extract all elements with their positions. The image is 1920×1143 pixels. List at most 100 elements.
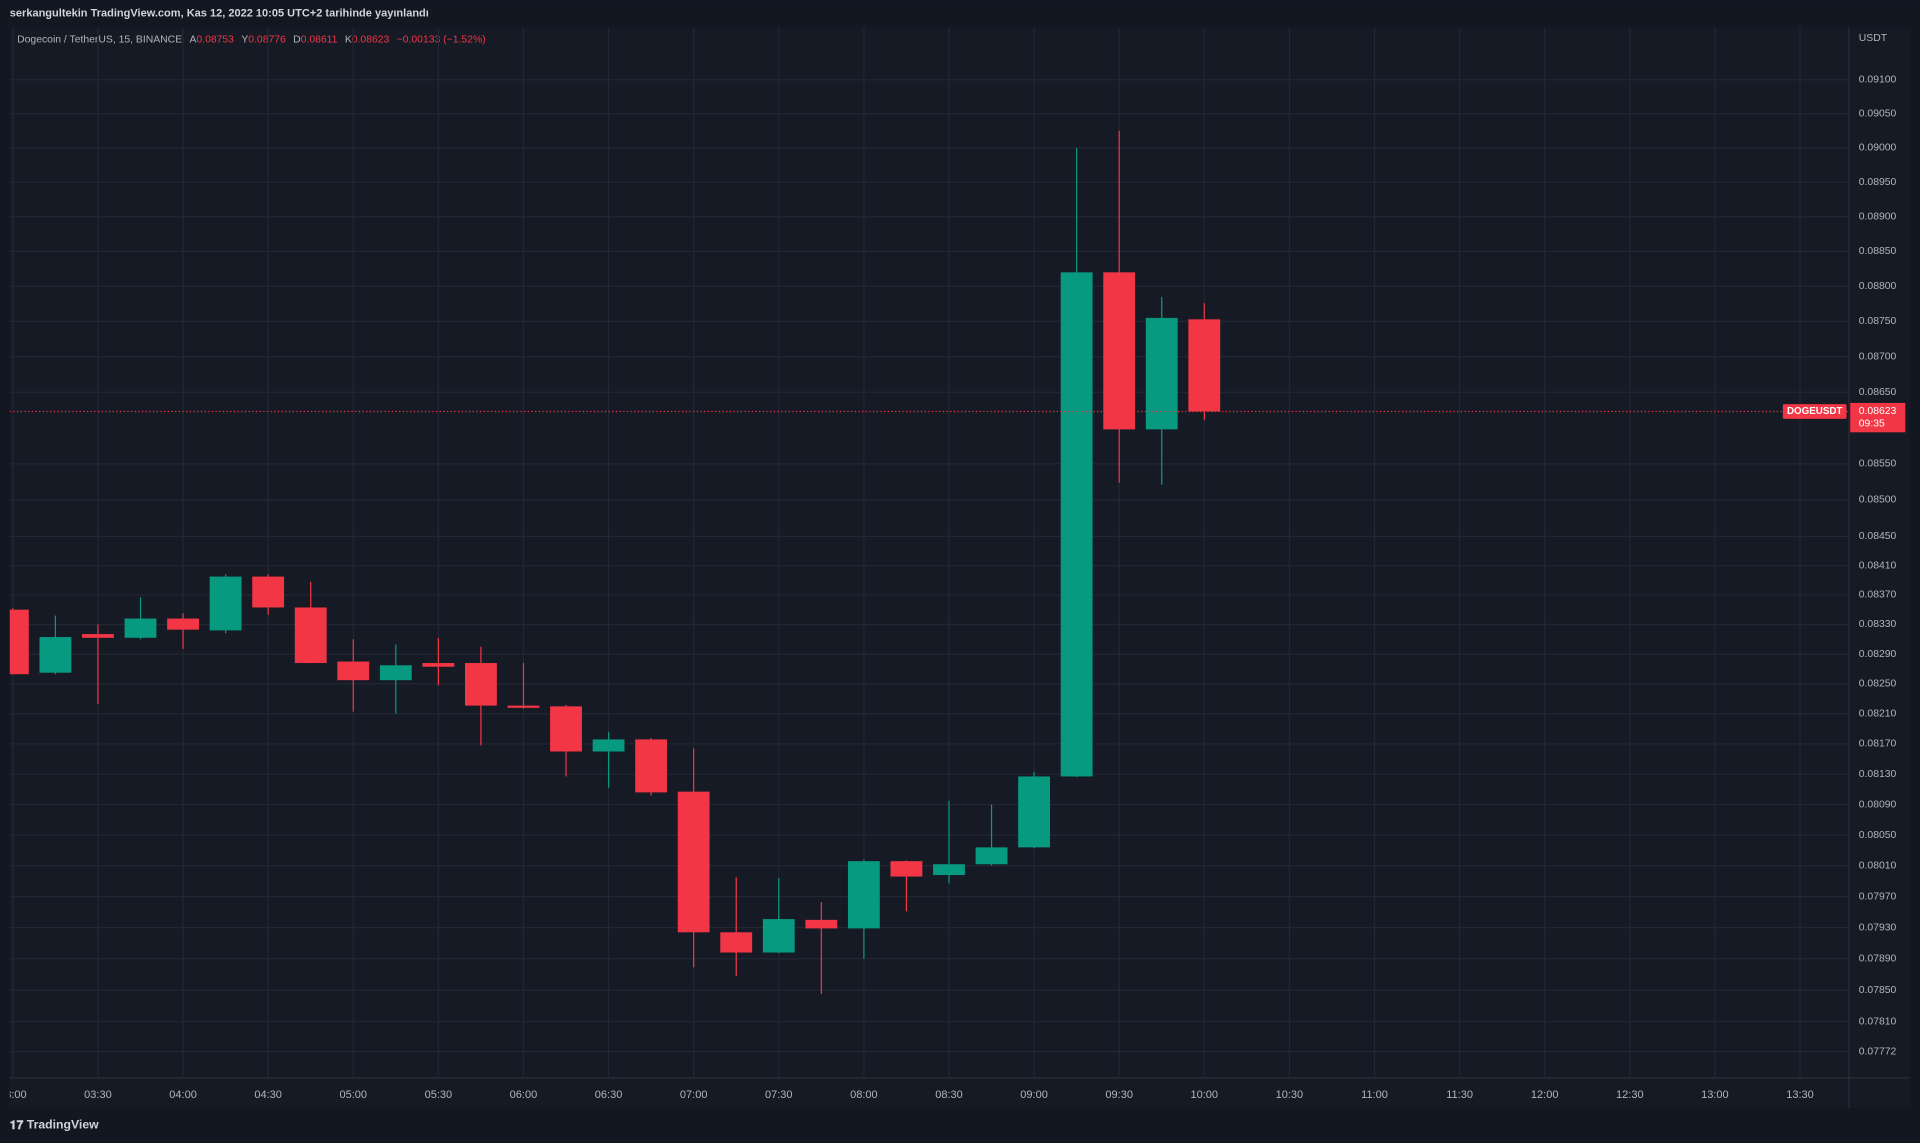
candle-body	[252, 576, 285, 608]
ohlc-letter: Y	[241, 34, 248, 45]
ohlc-value: 0.08611	[301, 34, 338, 45]
currency: USDT	[1859, 33, 1888, 44]
x-tick-label: 11:00	[1361, 1089, 1388, 1101]
y-tick-label: 0.08950	[1859, 177, 1897, 188]
x-tick-label: 05:30	[425, 1089, 453, 1101]
candle-body	[1188, 319, 1221, 412]
candle-body	[167, 618, 199, 630]
x-tick-label: 10:30	[1276, 1089, 1304, 1101]
y-tick-label: 0.08750	[1859, 316, 1897, 327]
brand: 𝟏𝟕 TradingView	[10, 1118, 99, 1132]
countdown: 09:35	[1859, 418, 1885, 429]
ohlc-value: 0.08776	[248, 34, 286, 45]
y-tick-label: 0.07970	[1859, 891, 1897, 902]
x-tick-label: 12:00	[1531, 1089, 1559, 1101]
x-tick-label: 08:00	[850, 1089, 878, 1101]
candle-body	[9, 609, 29, 675]
y-tick-label: 0.08700	[1859, 351, 1897, 362]
y-tick-label: 0.08090	[1859, 799, 1897, 810]
x-tick-label: 06:30	[595, 1089, 623, 1101]
x-tick-label: 06:00	[510, 1089, 538, 1101]
y-tick-label: 0.08370	[1859, 590, 1897, 601]
y-tick-label: 0.08170	[1859, 739, 1897, 750]
x-tick-label: 09:00	[1020, 1089, 1048, 1101]
candle-body	[1018, 776, 1050, 848]
candle-body	[422, 663, 455, 667]
y-tick-label: 0.08290	[1859, 649, 1897, 660]
candle-body	[507, 705, 540, 708]
y-tick-label: 0.08050	[1859, 830, 1897, 841]
y-tick-label: 0.07810	[1859, 1016, 1897, 1027]
x-tick-label: 04:30	[254, 1089, 282, 1101]
y-tick-label: 0.08250	[1859, 679, 1897, 690]
x-tick-label: 07:00	[680, 1089, 708, 1101]
candle-body	[550, 706, 582, 752]
candle-body	[677, 791, 710, 933]
y-tick-label: 0.08650	[1859, 387, 1897, 398]
x-tick-label: 03:00	[0, 1089, 27, 1101]
candle-body	[720, 932, 753, 953]
ohlc-letter: K	[345, 34, 352, 45]
y-tick-label: 0.08500	[1859, 495, 1897, 506]
y-tick-label: 0.07850	[1859, 985, 1897, 996]
x-tick-label: 10:00	[1190, 1089, 1218, 1101]
candle-body	[82, 634, 114, 638]
candle-body	[762, 919, 795, 953]
y-tick-label: 0.08210	[1859, 709, 1897, 720]
x-tick-label: 03:30	[84, 1089, 112, 1101]
y-tick-label: 0.08010	[1859, 861, 1897, 872]
y-tick-label: 0.09050	[1859, 108, 1897, 119]
symbol-title: Dogecoin / TetherUS, 15, BINANCE	[17, 34, 182, 45]
y-tick-label: 0.07772	[1859, 1046, 1897, 1057]
candle-body	[975, 847, 1008, 865]
candle-body	[465, 663, 497, 706]
price-tag-text: 0.08623	[1859, 406, 1897, 417]
legend: Dogecoin / TetherUS, 15, BINANCE A0.08753…	[17, 34, 486, 45]
candle-body	[847, 861, 880, 929]
candle-body	[890, 861, 923, 877]
publisher: serkangultekin TradingView.com, Kas 12, …	[10, 8, 429, 20]
x-tick-label: 13:30	[1786, 1089, 1814, 1101]
x-tick-label: 11:30	[1446, 1089, 1473, 1101]
y-tick-label: 0.08550	[1859, 459, 1897, 470]
symbol-tag-text: DOGEUSDT	[1787, 406, 1842, 417]
candle-body	[1103, 272, 1136, 430]
candle-body	[592, 739, 625, 752]
candle-body	[635, 739, 668, 793]
y-tick-label: 0.08450	[1859, 531, 1897, 542]
y-tick-label: 0.08850	[1859, 246, 1897, 257]
symbol-tag	[1782, 404, 1847, 419]
y-tick-label: 0.09100	[1859, 75, 1897, 86]
candle-body	[1060, 272, 1093, 777]
x-tick-label: 13:00	[1701, 1089, 1729, 1101]
candle-body	[933, 864, 965, 876]
chart-panel	[9, 27, 1911, 1109]
candle-body	[337, 661, 370, 681]
x-tick-label: 08:30	[935, 1089, 963, 1101]
y-tick-label: 0.08330	[1859, 619, 1897, 630]
brand-name: TradingView	[27, 1118, 99, 1132]
x-tick-label: 04:00	[169, 1089, 197, 1101]
ohlc-value: 0.08753	[196, 34, 234, 45]
y-tick-label: 0.07890	[1859, 954, 1897, 965]
candle-body	[39, 637, 72, 673]
ohlc-letter: D	[293, 34, 301, 45]
x-tick-label: 07:30	[765, 1089, 793, 1101]
x-tick-label: 05:00	[339, 1089, 367, 1101]
candle-body	[379, 665, 412, 681]
ohlc-value: 0.08623	[352, 34, 390, 45]
candle-body	[805, 919, 838, 929]
change: −0.00133 (−1.52%)	[397, 34, 486, 45]
candle-body	[209, 576, 242, 631]
y-tick-label: 0.08900	[1859, 211, 1897, 222]
candle-body	[1145, 317, 1178, 430]
ohlc-letter: A	[189, 34, 196, 45]
y-tick-label: 0.07930	[1859, 922, 1897, 933]
x-tick-label: 09:30	[1105, 1089, 1133, 1101]
y-tick-label: 0.08410	[1859, 560, 1897, 571]
y-tick-label: 0.08130	[1859, 769, 1897, 780]
candle-body	[294, 607, 327, 664]
x-tick-label: 12:30	[1616, 1089, 1644, 1101]
price-tag	[1850, 402, 1906, 433]
